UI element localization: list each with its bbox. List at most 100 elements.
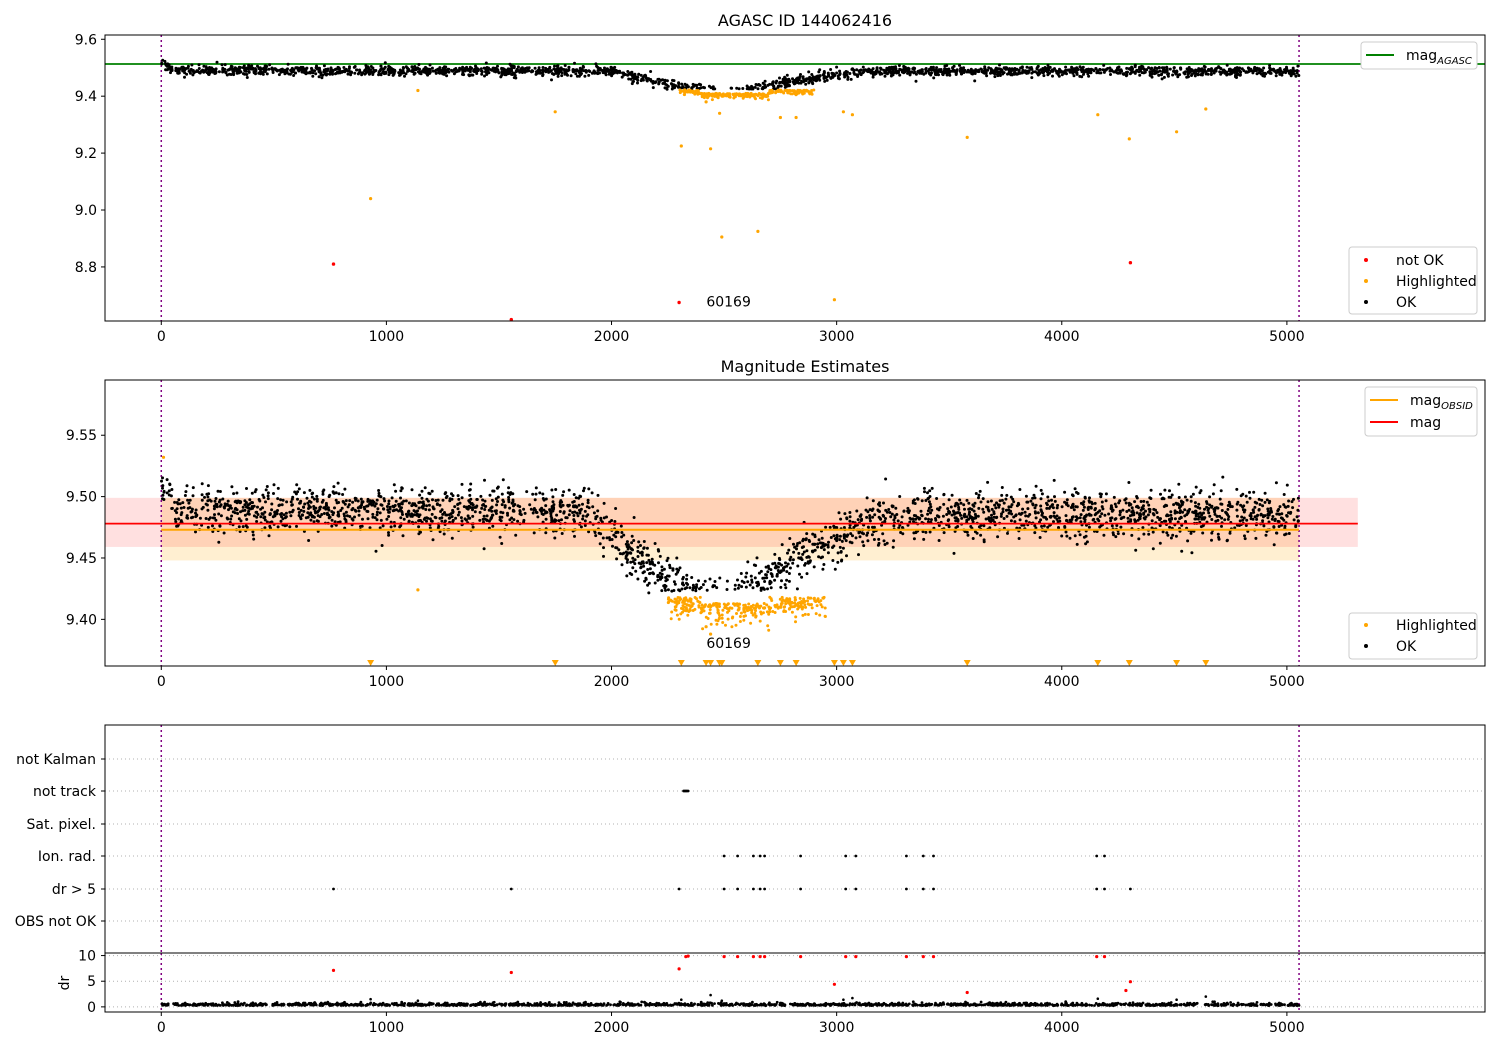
- p1-ok-point: [1261, 72, 1265, 75]
- p2-ok-point: [380, 503, 384, 507]
- p2-ok-point: [402, 499, 406, 503]
- p2-ok-point: [288, 525, 292, 529]
- p1-ok-point: [1268, 69, 1272, 73]
- p1-ok-point: [807, 81, 811, 85]
- p2-ok-point: [490, 513, 494, 517]
- p2-ok-point: [434, 499, 438, 502]
- p1-ok-point: [555, 64, 559, 68]
- p2-ok-point: [828, 525, 832, 529]
- p2-ok-point: [1199, 489, 1203, 493]
- p2-ok-point: [725, 579, 729, 583]
- p2-ok-point: [792, 542, 795, 546]
- p2-ok-point: [237, 517, 241, 521]
- p2-ok-point: [560, 532, 564, 535]
- p2-ok-point: [1268, 512, 1271, 515]
- p2-ok-point: [345, 514, 349, 518]
- p1-ok-point: [941, 72, 945, 76]
- p2-ok-point: [239, 500, 243, 504]
- p2-ok-point: [341, 493, 345, 496]
- p1-ok-point: [774, 81, 778, 85]
- p2-ok-point: [411, 513, 415, 517]
- p1-ok-point: [846, 77, 850, 81]
- p2-ok-point: [754, 564, 758, 567]
- p1-ok-point: [265, 72, 269, 76]
- p1-ok-point: [1233, 69, 1237, 73]
- p1-x-tick-label: 4000: [1044, 329, 1080, 345]
- p2-ok-point: [558, 510, 562, 513]
- p2-ok-point: [1068, 536, 1072, 540]
- p2-ok-point: [438, 503, 442, 507]
- p2-ok-point: [327, 495, 331, 499]
- p1-ok-point: [657, 77, 661, 81]
- p2-ok-point: [877, 541, 881, 545]
- p2-ok-point: [1065, 498, 1069, 502]
- p1-ok-point: [199, 69, 203, 73]
- p2-ok-point: [779, 585, 783, 589]
- p2-ok-point: [366, 499, 370, 503]
- p2-ok-point: [877, 537, 881, 541]
- p2-ok-point: [646, 568, 650, 571]
- p2-ok-point: [377, 491, 381, 495]
- p1-highlighted-point: [774, 91, 778, 95]
- p1-ok-point: [214, 67, 218, 71]
- p1-ok-point: [371, 66, 375, 70]
- p1-ok-point: [363, 72, 367, 76]
- p2-ok-point: [1255, 514, 1259, 518]
- p2-ok-point: [788, 558, 792, 561]
- p2-ok-point: [1046, 525, 1050, 529]
- p1-highlighted-point: [553, 110, 557, 114]
- p2-ok-point: [1235, 508, 1239, 512]
- p2-ok-point: [898, 495, 902, 498]
- p2-ok-point: [1262, 524, 1266, 528]
- p2-ok-point: [498, 535, 502, 539]
- p2-ok-point: [279, 498, 283, 502]
- p1-ok-point: [645, 79, 649, 83]
- p2-ok-point: [1255, 517, 1259, 521]
- p1-ok-point: [1235, 73, 1239, 76]
- p2-ok-point: [602, 501, 606, 505]
- p2-ok-point: [494, 497, 498, 501]
- p2-ok-point: [375, 510, 379, 514]
- p2-ok-point: [1273, 519, 1277, 522]
- p2-ok-point: [296, 490, 300, 494]
- p2-ok-point: [191, 494, 195, 498]
- p2-ok-point: [881, 532, 885, 536]
- p1-ok-point: [867, 67, 871, 71]
- p2-ok-point: [186, 516, 190, 520]
- p2-ok-point: [473, 510, 477, 514]
- p1-ok-point: [697, 82, 701, 86]
- p1-ok-point: [406, 69, 410, 73]
- p1-ok-point: [869, 71, 873, 75]
- p1-ok-point: [450, 68, 453, 72]
- p1-highlighted-point: [737, 94, 741, 98]
- p1-ok-point: [1289, 69, 1293, 73]
- p2-ok-point: [636, 545, 640, 549]
- p1-ok-point: [810, 76, 814, 80]
- p1-ok-point: [461, 72, 464, 76]
- p2-ok-point: [574, 505, 578, 509]
- p1-ok-point: [924, 68, 928, 72]
- p1-ok-point: [254, 68, 258, 72]
- p1-ok-point: [1101, 68, 1105, 72]
- p2-ok-point: [1272, 543, 1276, 547]
- p1-ok-point: [1160, 72, 1164, 76]
- p1-ok-point: [932, 76, 936, 80]
- p2-ok-point: [194, 508, 198, 512]
- p2-ok-point: [666, 588, 670, 592]
- p1-ok-point: [468, 70, 472, 74]
- p1-ok-point: [1079, 68, 1083, 72]
- p2-ok-point: [1237, 524, 1241, 527]
- p1-ok-point: [1210, 69, 1214, 73]
- p2-ok-point: [1240, 515, 1244, 519]
- p1-ok-point: [1056, 73, 1060, 76]
- p2-ok-point: [1230, 505, 1234, 509]
- p2-ok-point: [387, 499, 391, 503]
- p1-ok-point: [1119, 68, 1123, 72]
- p2-ok-point: [862, 532, 865, 536]
- p2-ok-point: [191, 486, 195, 490]
- p2-ok-point: [368, 526, 372, 530]
- p1-ok-point: [735, 86, 739, 90]
- p2-ok-point: [1045, 506, 1049, 510]
- p1-x-tick-label: 2000: [594, 329, 630, 345]
- p2-ok-point: [1189, 495, 1193, 499]
